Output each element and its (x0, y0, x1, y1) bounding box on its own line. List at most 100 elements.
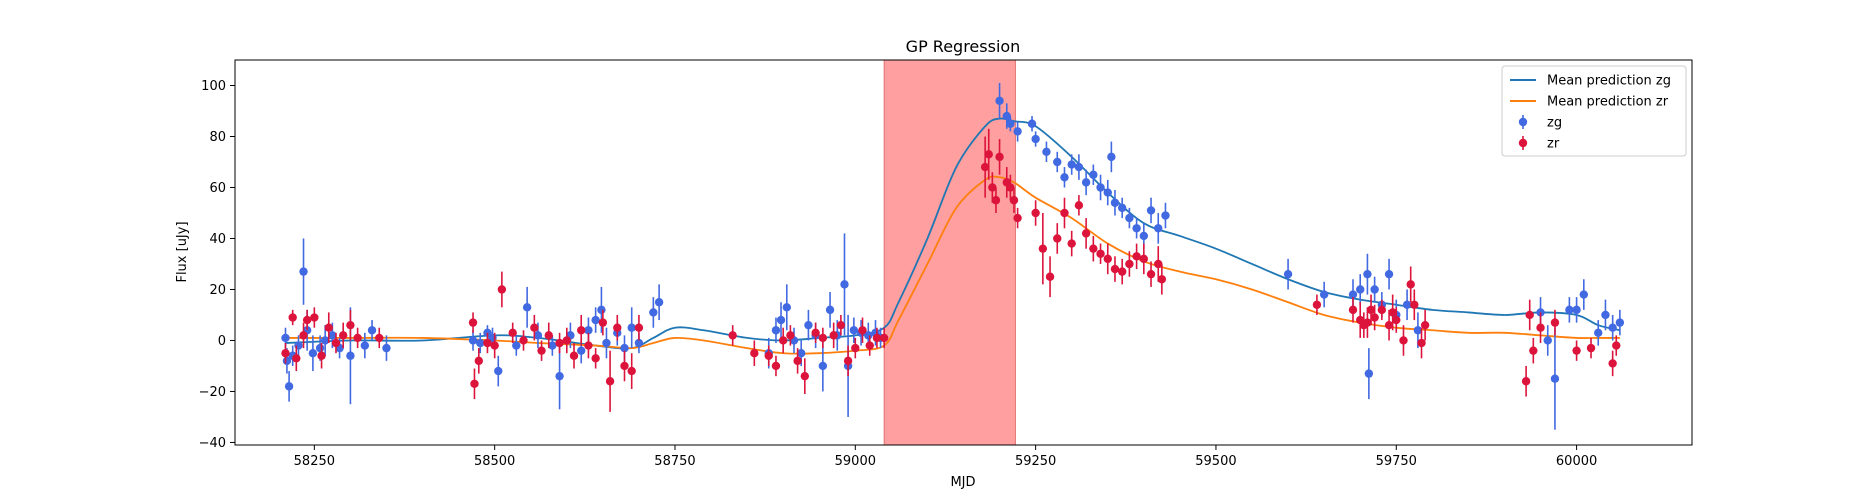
data-point (1125, 259, 1134, 269)
data-point (328, 331, 337, 340)
data-point (800, 371, 810, 381)
data-point (797, 349, 806, 358)
data-point (620, 361, 629, 371)
data-point (497, 285, 507, 294)
data-point (1154, 259, 1163, 269)
data-point (851, 343, 860, 353)
data-point (1081, 178, 1091, 187)
data-point (771, 361, 781, 371)
data-point (577, 326, 586, 335)
x-tick-label: 58500 (474, 454, 515, 469)
data-point (995, 152, 1004, 162)
data-point (786, 331, 795, 340)
data-point (375, 333, 384, 343)
data-point (1067, 239, 1076, 248)
data-point (1601, 310, 1610, 320)
data-point (804, 320, 813, 330)
data-point (338, 331, 348, 340)
data-point (508, 328, 517, 338)
data-point (1053, 157, 1062, 167)
data-point (1013, 127, 1022, 136)
data-point (1363, 269, 1372, 279)
x-tick-label: 60000 (1556, 454, 1597, 469)
data-point (382, 343, 391, 353)
data-point (634, 338, 644, 348)
data-point (1006, 183, 1015, 192)
data-point (771, 326, 781, 335)
data-point (490, 341, 499, 350)
data-point (544, 331, 553, 340)
data-point (1117, 203, 1127, 213)
x-tick-label: 59000 (835, 454, 876, 469)
data-point (627, 323, 636, 332)
data-point (1550, 318, 1560, 327)
data-point (627, 366, 636, 376)
data-point (1366, 305, 1376, 315)
data-point (654, 298, 664, 307)
data-point (468, 336, 478, 345)
data-point (1038, 244, 1048, 253)
data-point (310, 313, 319, 322)
data-point (1045, 272, 1055, 281)
data-point (597, 305, 606, 315)
data-point (1117, 267, 1127, 276)
data-point (1067, 160, 1076, 169)
data-point (1370, 285, 1379, 294)
data-point (1525, 310, 1534, 320)
data-point (1157, 275, 1167, 284)
y-axis-label: Flux [uJy] (175, 221, 190, 282)
data-point (308, 349, 318, 358)
data-point (346, 320, 355, 330)
data-point (1608, 323, 1617, 332)
data-point (1074, 162, 1084, 172)
chart-title: GP Regression (906, 37, 1021, 56)
data-point (1096, 183, 1105, 192)
data-point (764, 351, 773, 360)
data-point (522, 303, 532, 312)
data-point (555, 371, 564, 381)
data-point (1132, 252, 1141, 261)
data-point (494, 366, 503, 376)
data-point (1363, 318, 1372, 327)
data-point (634, 323, 644, 332)
data-point (530, 323, 539, 332)
data-point (1132, 224, 1141, 233)
data-point (1089, 244, 1098, 253)
data-point (1146, 206, 1156, 215)
legend-point-marker (1518, 117, 1528, 127)
data-point (750, 349, 759, 358)
data-point (315, 343, 325, 353)
x-tick-label: 59500 (1195, 454, 1236, 469)
data-point (1410, 300, 1419, 309)
data-point (1146, 269, 1156, 279)
data-point (825, 305, 835, 315)
data-point (476, 338, 485, 348)
data-point (1319, 290, 1329, 299)
data-point (281, 349, 290, 358)
legend-label: Mean prediction zg (1547, 74, 1671, 89)
legend-box (1501, 65, 1687, 157)
plot-area (281, 60, 1625, 445)
data-point (1006, 119, 1015, 128)
data-point (299, 331, 308, 340)
data-point (1161, 211, 1170, 220)
data-point (537, 346, 546, 355)
x-tick-label: 59250 (1015, 454, 1056, 469)
x-tick-label: 58750 (654, 454, 695, 469)
data-point (793, 356, 802, 366)
x-axis: 58250 58500 58750 59000 59250 59500 59750 60000 (294, 445, 1597, 469)
data-point (1417, 338, 1426, 348)
data-point (1002, 111, 1011, 121)
data-point (836, 320, 846, 330)
y-tick-label: 0 (218, 334, 226, 349)
data-point (598, 318, 608, 327)
legend-label: zg (1547, 116, 1562, 131)
data-point (292, 354, 301, 363)
data-point (1529, 346, 1538, 355)
y-axis: −40 −20 0 20 40 60 80 100 (199, 79, 235, 451)
data-point (1053, 234, 1062, 243)
data-point (584, 326, 593, 335)
data-point (1579, 290, 1589, 299)
data-point (1096, 249, 1105, 258)
